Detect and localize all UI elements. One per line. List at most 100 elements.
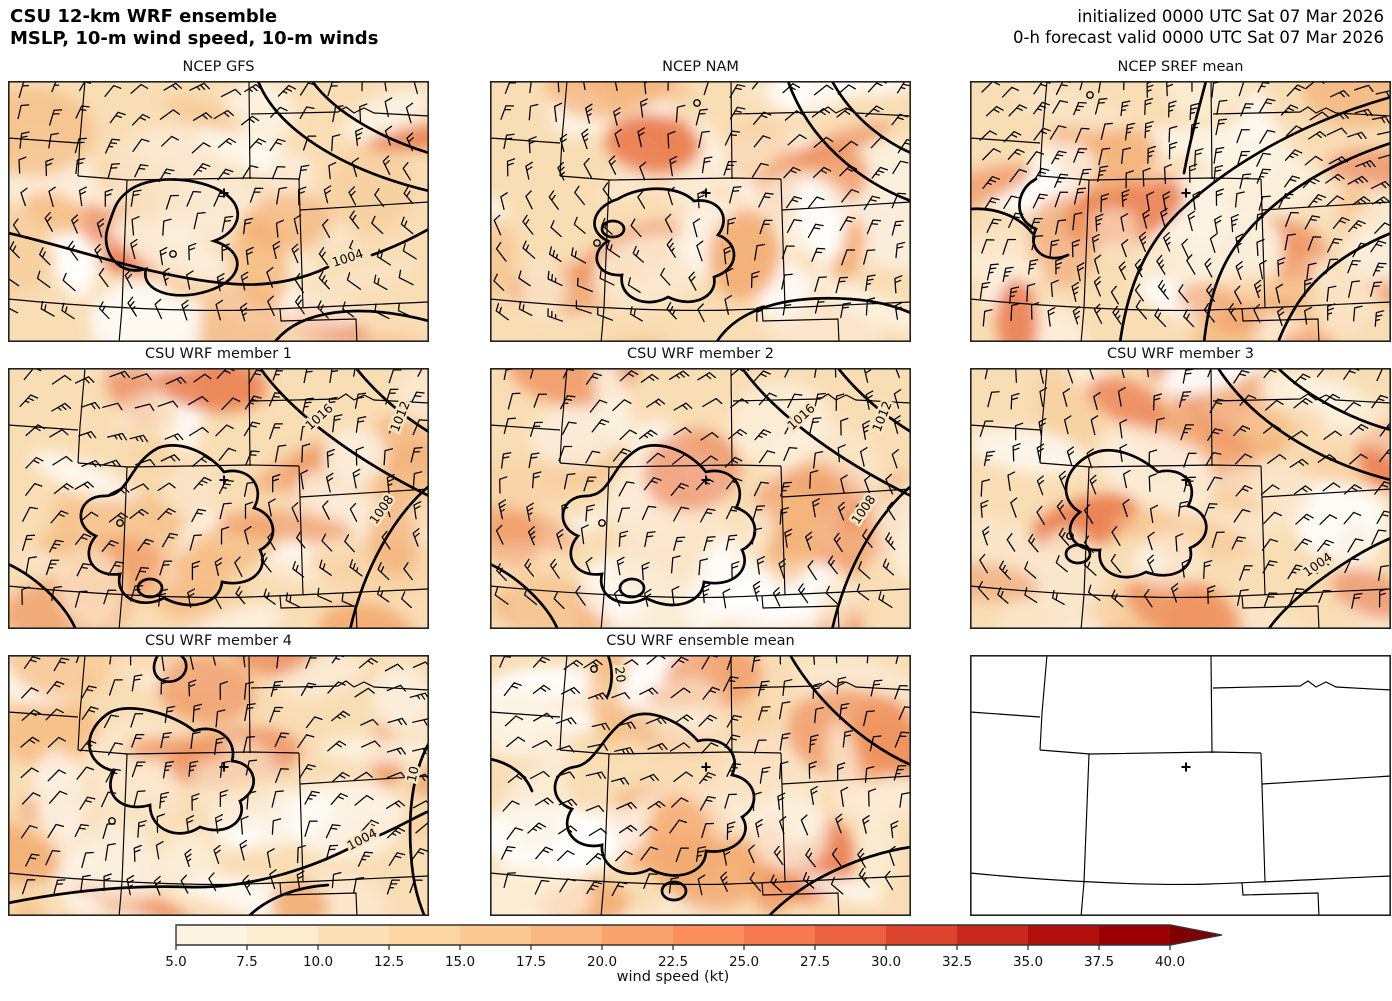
shading-blob: [8, 696, 101, 767]
panel-frame: [8, 81, 429, 342]
state-borders-layer: [970, 655, 1391, 916]
state-borders-layer: [490, 368, 911, 629]
shading-blob: [84, 832, 169, 894]
shading-blob: [490, 211, 516, 310]
init-time-text: initialized 0000 UTC Sat 07 Mar 2026: [1077, 7, 1384, 26]
shading-blob: [8, 816, 61, 885]
mslp-contour-label: 10: [404, 765, 422, 784]
mslp-contours-layer: [1064, 368, 1391, 629]
shading-blob: [615, 511, 694, 608]
colorbar-tick-label: 40.0: [1155, 954, 1185, 970]
state-borders-layer: [8, 655, 429, 916]
shading-blob: [1321, 263, 1378, 338]
shading-blob: [168, 462, 219, 517]
panel-title-wrf1: CSU WRF member 1: [144, 346, 292, 362]
shading-blob: [8, 199, 56, 295]
colorbar-segment: [673, 925, 744, 945]
location-plus-marker: [1181, 475, 1191, 485]
shading-blob: [1200, 133, 1317, 213]
panel-title-sref: NCEP SREF mean: [1117, 59, 1244, 75]
shading-blob: [48, 217, 94, 299]
shading-blob: [717, 614, 799, 629]
colorbar-tick-label: 20.0: [587, 954, 617, 970]
shading-blob: [242, 192, 333, 252]
shading-blob: [708, 210, 781, 300]
location-plus-marker: [1181, 762, 1191, 772]
calm-wind-circle: [1066, 532, 1074, 540]
shading-blob: [1176, 284, 1264, 333]
shading-blob: [165, 96, 246, 133]
colorbar-tick-label: 15.0: [445, 954, 475, 970]
shading-blob: [592, 233, 709, 310]
windspeed-shading-layer: [490, 81, 911, 342]
colorbar-tick-label: 27.5: [800, 954, 830, 970]
shading-blob: [588, 656, 625, 750]
shading-blob: [57, 545, 125, 629]
panel-title-gfs: NCEP GFS: [182, 59, 255, 75]
location-plus-marker: [1181, 188, 1191, 198]
map-panel-wrf2: 1016 1012 1008: [490, 368, 911, 629]
panel-frame: [490, 655, 911, 916]
shading-blob: [1355, 401, 1391, 451]
shading-blob: [643, 429, 741, 511]
colorbar-segment: [1028, 925, 1099, 945]
map-panel-sref: [970, 81, 1391, 342]
panel-frame: [970, 655, 1391, 916]
shading-blob: [490, 456, 592, 513]
colorbar-outline: [175, 924, 1223, 946]
calm-wind-circle: [590, 665, 598, 673]
colorbar-tick-label: 35.0: [1013, 954, 1043, 970]
shading-blob: [749, 793, 828, 872]
shading-blob: [786, 688, 911, 782]
shading-blob: [708, 535, 761, 613]
colorbar-segment: [886, 925, 957, 945]
mslp-contours-layer: [490, 655, 911, 916]
windspeed-shading-layer: [970, 81, 1391, 342]
shading-blob: [411, 767, 429, 797]
shading-blob: [970, 562, 1039, 603]
panel-frame: [970, 81, 1391, 342]
shading-blob: [766, 81, 861, 113]
shading-blob: [1028, 192, 1097, 287]
colorbar-segment: [602, 925, 673, 945]
shading-blob: [1159, 368, 1289, 397]
mslp-contours-layer: [490, 368, 911, 629]
state-borders-layer: [970, 368, 1391, 629]
windspeed-shading-layer: [490, 368, 911, 629]
colorbar-tick-label: 5.0: [165, 954, 186, 970]
shading-blob: [59, 655, 171, 682]
shading-blob: [1280, 330, 1338, 342]
colorbar-segment: [176, 925, 247, 945]
panel-canvas-wrfmean: 20: [490, 655, 911, 916]
colorbar-tick-label: 22.5: [658, 954, 688, 970]
shading-blob: [157, 655, 255, 725]
colorbar-segment: [744, 925, 815, 945]
shading-blob: [799, 873, 884, 904]
valid-time-text: 0-h forecast valid 0000 UTC Sat 07 Mar 2…: [1013, 28, 1384, 47]
shading-blob: [1087, 376, 1166, 427]
location-plus-marker: [219, 188, 229, 198]
map-panel-wrfmean: 20: [490, 655, 911, 916]
colorbar-tick-label: 25.0: [729, 954, 759, 970]
windspeed-shading-layer: [970, 368, 1391, 629]
map-panel-wrf1: 1016 1012 1008: [8, 368, 429, 629]
shading-blob: [318, 602, 418, 629]
location-plus-marker: [701, 188, 711, 198]
shading-blob: [970, 254, 1047, 281]
shading-blob: [198, 284, 283, 342]
shading-blob: [763, 488, 822, 586]
map-panel-wrf4: 1004 10: [8, 655, 429, 916]
shading-blob: [8, 87, 95, 178]
shading-blob: [287, 259, 416, 304]
shading-blob: [367, 122, 429, 152]
panel-title-wrf2: CSU WRF member 2: [626, 346, 774, 362]
colorbar-tick-label: 30.0: [871, 954, 901, 970]
colorbar-segment: [247, 925, 318, 945]
colorbar-tick-label: 37.5: [1084, 954, 1114, 970]
colorbar-segment: [389, 925, 460, 945]
calm-wind-circle: [598, 519, 606, 527]
location-plus-marker: [701, 475, 711, 485]
